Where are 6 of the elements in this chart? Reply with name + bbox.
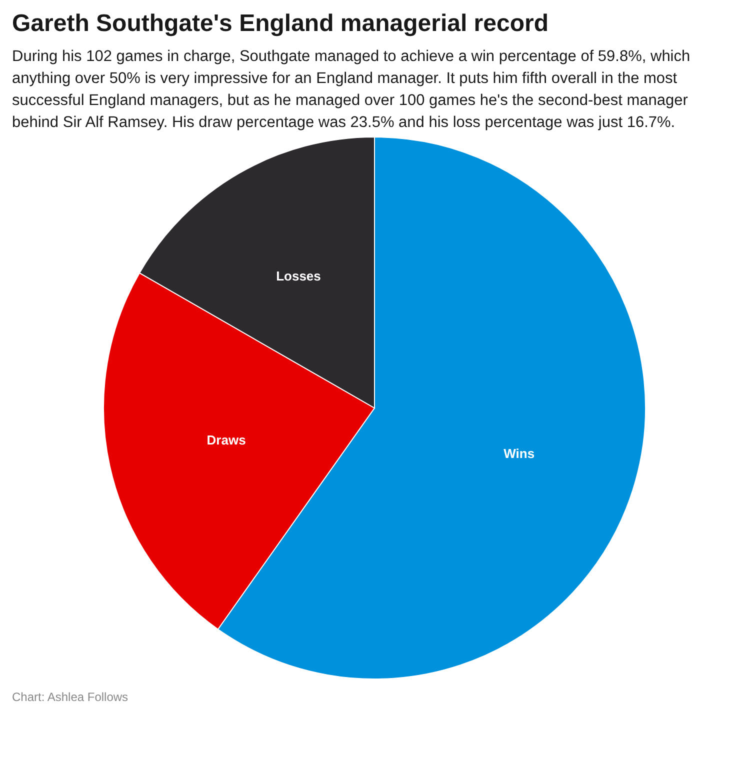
slice-label: Losses xyxy=(276,268,321,284)
slice-label: Draws xyxy=(206,432,246,448)
chart-title: Gareth Southgate's England managerial record xyxy=(12,10,550,38)
chart-subtitle: During his 102 games in charge, Southgate managed to achieve a win percentage of 59.8%, which anything over 50% is very impressive for an England manager. It puts him fifth overall in the most successful England managers, but as he managed over 100 games he's the second-best manager behind Sir Alf Ramsey. His draw percentage was 23.5% and his loss percentage was just 16.7%. xyxy=(12,47,692,133)
slice-label: Wins xyxy=(504,446,535,461)
text: Chart: Ashlea Follows xyxy=(12,690,130,704)
